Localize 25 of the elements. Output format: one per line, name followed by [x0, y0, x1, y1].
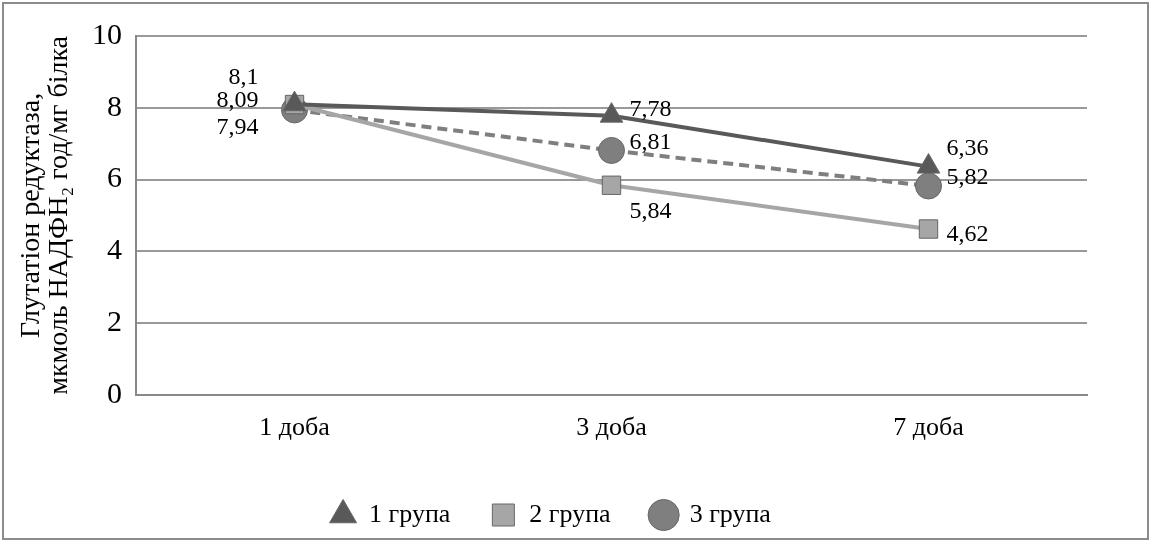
point	[601, 175, 622, 195]
data-label: 5,82	[946, 163, 989, 190]
x-tick-label: 3 доба	[576, 412, 648, 442]
y-tick-label: 2	[107, 303, 122, 337]
x-tick-label: 1 доба	[259, 412, 331, 442]
y-tick-label: 8	[107, 88, 122, 122]
y-tick-label: 4	[107, 232, 122, 266]
point	[598, 136, 625, 164]
point	[915, 172, 942, 200]
legend-label: 3 група	[689, 498, 772, 528]
legend-label: 2 група	[529, 498, 612, 528]
x-tick-label: 7 доба	[893, 412, 965, 442]
data-label: 6,81	[629, 127, 672, 154]
point	[918, 219, 939, 239]
y-tick-label: 0	[107, 375, 122, 409]
data-label: 6,36	[946, 133, 989, 160]
data-label: 5,84	[629, 196, 672, 223]
y-tick-label: 6	[107, 160, 122, 194]
data-label: 7,78	[629, 94, 672, 121]
data-label: 7,94	[216, 113, 259, 140]
y-axis-title: Глутатіон редуктаза, мкмоль НАДФН₂ год/мг білка	[14, 35, 74, 395]
data-label: 4,62	[946, 220, 989, 247]
y-tick-label: 10	[92, 16, 122, 50]
data-label: 8,1	[228, 63, 259, 90]
legend-label: 1 група	[369, 498, 451, 528]
